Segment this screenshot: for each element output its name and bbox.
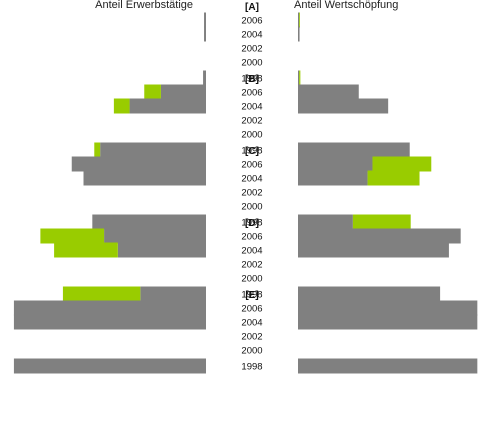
left-bar-gray: [104, 228, 206, 244]
left-bar-green: [40, 228, 105, 244]
right-bar-green: [367, 170, 420, 186]
year-label: 1998: [241, 74, 262, 85]
right-bar-gray: [298, 26, 300, 42]
year-label: 2004: [241, 246, 262, 257]
year-label: 2006: [241, 88, 262, 99]
right-bar-green: [299, 12, 300, 28]
right-bar-gray: [298, 12, 300, 28]
right-bar-gray: [298, 142, 410, 158]
left-bar-green: [94, 142, 101, 158]
left-bar-gray: [160, 84, 206, 100]
right-bar-gray: [298, 156, 373, 172]
left-bar-gray: [13, 314, 207, 330]
left-bar-gray: [13, 358, 207, 374]
year-label: 2002: [241, 116, 262, 127]
left-bar-gray: [204, 26, 206, 42]
left-bar-gray: [100, 142, 206, 158]
left-bar-gray: [129, 98, 206, 114]
year-label: 2002: [241, 44, 262, 55]
year-label: 1998: [241, 362, 262, 373]
year-label: 2000: [241, 274, 262, 285]
left-bar-gray: [92, 214, 206, 230]
year-label: 2006: [241, 304, 262, 315]
right-bar-gray: [298, 300, 478, 316]
right-bar-gray: [298, 314, 478, 330]
left-bar-gray: [117, 242, 206, 258]
year-label: 1998: [241, 290, 262, 301]
year-label: 2000: [241, 130, 262, 141]
left-bar-gray: [204, 12, 206, 28]
right-bar-gray: [298, 170, 368, 186]
year-label: 2002: [241, 260, 262, 271]
year-label: 2000: [241, 202, 262, 213]
left-bar-gray: [13, 300, 207, 316]
right-bar-green: [372, 156, 432, 172]
right-bar-green: [299, 70, 301, 86]
year-label: 2004: [241, 30, 262, 41]
year-label: 2004: [241, 102, 262, 113]
year-label: 1998: [241, 146, 262, 157]
right-bar-gray: [298, 70, 300, 86]
right-bar-gray: [298, 228, 461, 244]
year-label: 1998: [241, 218, 262, 229]
year-label: 2002: [241, 188, 262, 199]
left-bar-gray: [140, 286, 206, 302]
group-label: [A]: [245, 2, 259, 13]
left-bar-gray: [203, 70, 206, 86]
left-bar-gray: [83, 170, 206, 186]
chart-marks: [A]20062004200220001998[B]20062004200220…: [13, 2, 478, 374]
year-label: 2006: [241, 16, 262, 27]
group-label: [E]: [245, 290, 258, 301]
year-label: 2004: [241, 174, 262, 185]
left-bar-green: [113, 98, 130, 114]
year-label: 2006: [241, 160, 262, 171]
year-label: 2004: [241, 318, 262, 329]
left-bar-green: [54, 242, 118, 258]
group-label: [D]: [245, 218, 259, 229]
right-bar-gray: [298, 358, 478, 374]
year-label: 2000: [241, 58, 262, 69]
right-bar-gray: [298, 214, 353, 230]
group-label: [C]: [245, 146, 259, 157]
right-bar-gray: [298, 98, 389, 114]
year-label: 2000: [241, 346, 262, 357]
left-bar-green: [62, 286, 141, 302]
right-bar-green: [352, 214, 411, 230]
left-bar-green: [144, 84, 161, 100]
right-bar-gray: [298, 286, 441, 302]
group-label: [B]: [245, 74, 259, 85]
year-label: 2006: [241, 232, 262, 243]
right-bar-gray: [298, 84, 359, 100]
left-bar-gray: [71, 156, 207, 172]
year-label: 2002: [241, 332, 262, 343]
right-header: Anteil Wertschöpfung: [294, 0, 398, 11]
right-bar-gray: [298, 242, 449, 258]
left-header: Anteil Erwerbstätige: [95, 0, 193, 11]
